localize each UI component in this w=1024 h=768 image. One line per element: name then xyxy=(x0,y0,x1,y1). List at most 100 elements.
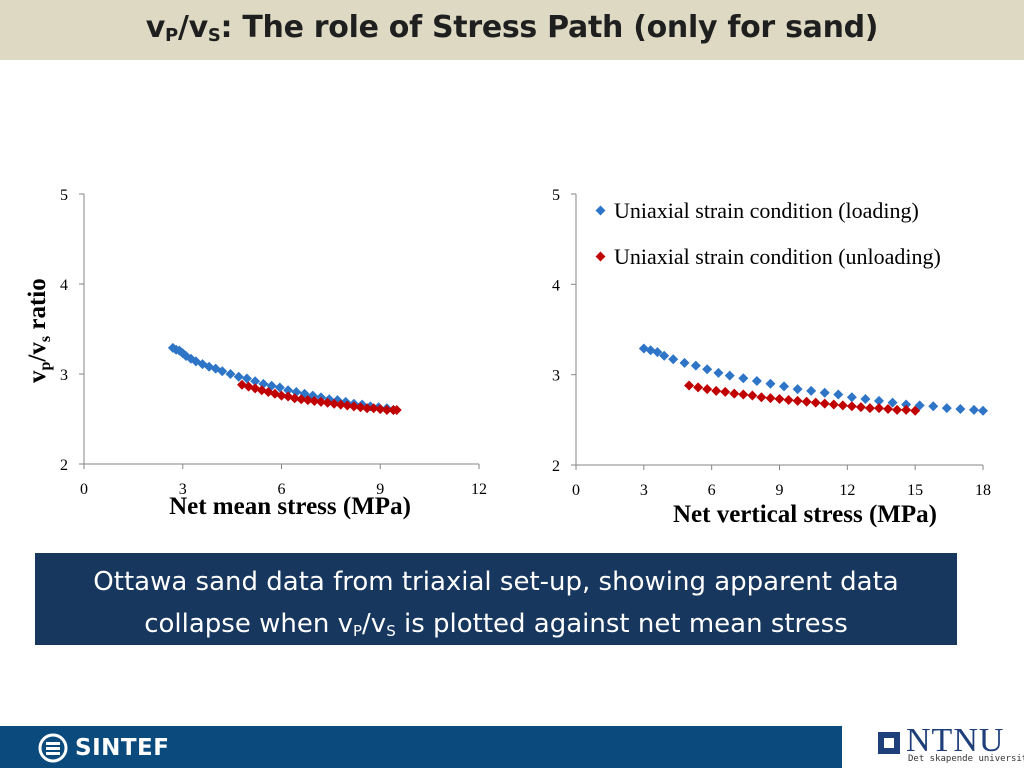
unloading-data-point xyxy=(873,403,884,414)
y-tick-label: 5 xyxy=(60,187,68,204)
unloading-data-point xyxy=(846,401,857,412)
unloading-data-point xyxy=(747,390,758,401)
unloading-data-point xyxy=(684,380,695,391)
unloading-data-point xyxy=(702,384,713,395)
sintef-logo: SINTEF xyxy=(38,733,169,763)
y-axis-label: vp/vs ratio xyxy=(24,278,54,383)
x-tick-label: 12 xyxy=(839,482,855,499)
loading-data-point xyxy=(765,378,776,389)
loading-data-point xyxy=(217,366,228,377)
loading-data-point xyxy=(833,389,844,400)
loading-data-point xyxy=(690,360,701,371)
loading-data-point xyxy=(968,404,979,415)
ntnu-wordmark: NTNU xyxy=(906,722,1005,759)
unloading-data-point xyxy=(910,405,921,416)
chart-legend: Uniaxial strain condition (loading) Unia… xyxy=(594,198,941,290)
unloading-data-point xyxy=(316,396,326,407)
unloading-data-point xyxy=(711,385,722,396)
legend-label-loading: Uniaxial strain condition (loading) xyxy=(614,198,919,223)
unloading-data-point xyxy=(276,390,287,401)
diamond-marker-icon xyxy=(595,251,606,262)
unloading-data-point xyxy=(342,400,353,411)
caption-text: Ottawa sand data from triaxial set-up, s… xyxy=(35,561,957,652)
y-tick-label: 3 xyxy=(60,367,68,384)
x-tick-label: 3 xyxy=(640,482,648,499)
unloading-data-point xyxy=(892,404,903,415)
footer-band xyxy=(0,726,842,768)
y-tick-label: 2 xyxy=(60,457,68,474)
unloading-data-point xyxy=(828,399,839,410)
unloading-data-point xyxy=(792,395,803,406)
unloading-data-point xyxy=(756,392,767,403)
loading-data-point xyxy=(941,403,952,414)
x-axis-label-mean-stress: Net mean stress (MPa) xyxy=(169,493,411,520)
y-tick-label: 2 xyxy=(552,458,560,475)
unloading-data-point xyxy=(783,394,794,405)
unloading-data-point xyxy=(729,388,740,399)
loading-data-point xyxy=(724,370,735,381)
y-tick-label: 3 xyxy=(552,368,560,385)
unloading-data-point xyxy=(765,393,776,404)
loading-data-point xyxy=(250,376,261,387)
unloading-data-point xyxy=(801,396,812,407)
x-tick-label: 9 xyxy=(376,481,384,498)
loading-data-point xyxy=(901,399,912,410)
sintef-emblem-icon xyxy=(38,733,68,763)
unloading-data-point xyxy=(774,394,785,405)
loading-data-point xyxy=(274,382,285,393)
loading-data-point xyxy=(241,373,252,384)
unloading-data-point xyxy=(391,405,402,415)
ntnu-logo: NTNU Det skapende universitet xyxy=(874,722,1024,768)
unloading-data-point xyxy=(883,403,894,414)
loading-data-point xyxy=(225,369,236,379)
unloading-data-point xyxy=(738,389,749,400)
loading-data-point xyxy=(955,403,966,414)
unloading-data-point xyxy=(810,397,821,408)
unloading-data-point xyxy=(355,402,366,413)
unloading-data-point xyxy=(348,401,359,412)
unloading-data-point xyxy=(289,393,300,404)
loading-data-point xyxy=(652,347,663,358)
x-tick-label: 12 xyxy=(471,481,487,498)
loading-data-point xyxy=(738,373,749,384)
unloading-data-point xyxy=(362,403,373,414)
loading-data-point xyxy=(679,357,690,368)
loading-data-point xyxy=(779,381,790,392)
unloading-data-point xyxy=(329,398,340,409)
diamond-marker-icon xyxy=(595,205,606,216)
loading-data-point xyxy=(928,401,939,412)
unloading-data-point xyxy=(819,398,830,409)
sintef-wordmark: SINTEF xyxy=(75,735,170,761)
unloading-data-point xyxy=(855,402,866,413)
legend-item-unloading: Uniaxial strain condition (unloading) xyxy=(594,244,941,290)
slide-title: vP/vS: The role of Stress Path (only for… xyxy=(145,10,879,46)
y-tick-label: 4 xyxy=(552,277,560,294)
x-tick-label: 0 xyxy=(80,481,88,498)
legend-item-loading: Uniaxial strain condition (loading) xyxy=(594,198,941,244)
unloading-data-point xyxy=(296,394,307,405)
unloading-data-point xyxy=(720,386,731,397)
caption-line-2: collapse when vP/vS is plotted against n… xyxy=(144,609,848,640)
x-tick-label: 0 xyxy=(572,482,580,499)
loading-data-point xyxy=(792,384,803,395)
loading-data-point xyxy=(806,385,817,396)
loading-data-point xyxy=(668,354,679,365)
loading-data-point xyxy=(233,371,244,382)
loading-data-point xyxy=(978,405,988,416)
unloading-data-point xyxy=(901,404,912,415)
unloading-data-point xyxy=(381,405,392,415)
loading-data-point xyxy=(887,397,898,408)
y-tick-label: 5 xyxy=(552,187,560,204)
unloading-data-point xyxy=(302,395,313,406)
unloading-data-point xyxy=(375,404,386,415)
title-band xyxy=(0,0,1024,60)
loading-data-point xyxy=(860,394,871,405)
loading-data-point xyxy=(713,367,724,378)
unloading-data-point xyxy=(368,403,379,414)
loading-data-point xyxy=(819,387,830,398)
ntnu-tagline: Det skapende universitet xyxy=(908,754,1024,764)
unloading-data-point xyxy=(864,403,875,414)
unloading-data-point xyxy=(837,400,848,411)
legend-label-unloading: Uniaxial strain condition (unloading) xyxy=(614,244,941,269)
loading-data-point xyxy=(283,385,294,396)
